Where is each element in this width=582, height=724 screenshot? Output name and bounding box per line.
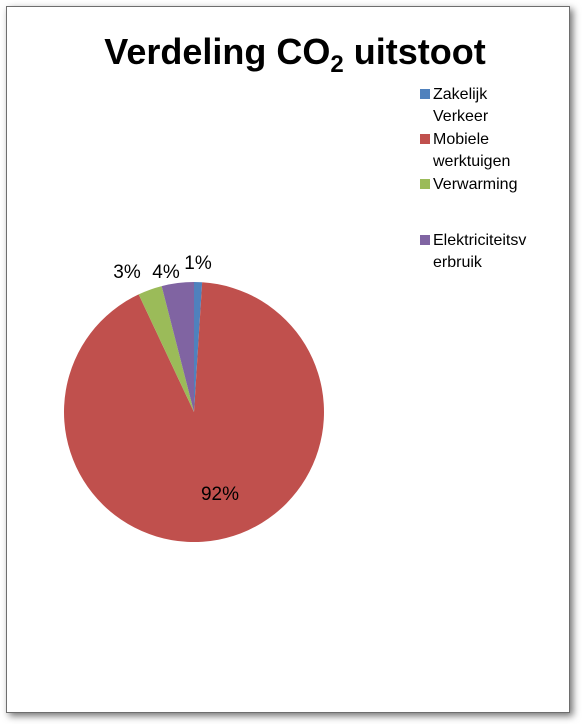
legend-item-verwarming: Verwarming [420, 174, 570, 196]
chart-title: Verdeling CO2 uitstoot [0, 30, 582, 77]
chart-title-subscript: 2 [330, 51, 344, 78]
data-label-verwarming: 3% [113, 262, 141, 283]
data-label-zakelijk-verkeer: 1% [184, 253, 212, 274]
chart-title-main: Verdeling CO [104, 31, 331, 72]
legend-item-zakelijk-verkeer: Zakelijk Verkeer [420, 84, 570, 128]
pie-slice-zakelijk-verkeer [194, 282, 203, 412]
legend-label-line-2: erbruik [433, 254, 482, 271]
legend-label-line-1: Elektriciteitsv [433, 232, 527, 249]
legend-swatch [420, 134, 430, 144]
legend-item-mobiele-werktuigen: Mobiele werktuigen [420, 129, 570, 173]
chart-title-suffix: uitstoot [343, 31, 486, 72]
pie-slice-verwarming [138, 286, 194, 412]
legend-label-line-1: Verwarming [433, 176, 518, 193]
legend-label-line-1: Mobiele [433, 131, 490, 148]
data-label-elektriciteitsverbruik: 4% [152, 262, 180, 283]
data-label-mobiele-werktuigen: 92% [201, 484, 239, 505]
legend-item-elektriciteitsverbruik: Elektriciteitsv erbruik [420, 230, 570, 274]
legend-label-line-2: Verkeer [433, 108, 489, 125]
legend-swatch [420, 179, 430, 189]
legend-label-line-1: Zakelijk [433, 86, 488, 103]
pie-slice-elektriciteitsverbruik [161, 282, 194, 412]
pie-slice-mobiele-werktuigen [64, 282, 325, 542]
legend-label-line-2: werktuigen [433, 153, 511, 170]
legend-swatch [420, 89, 430, 99]
legend-swatch [420, 235, 430, 245]
